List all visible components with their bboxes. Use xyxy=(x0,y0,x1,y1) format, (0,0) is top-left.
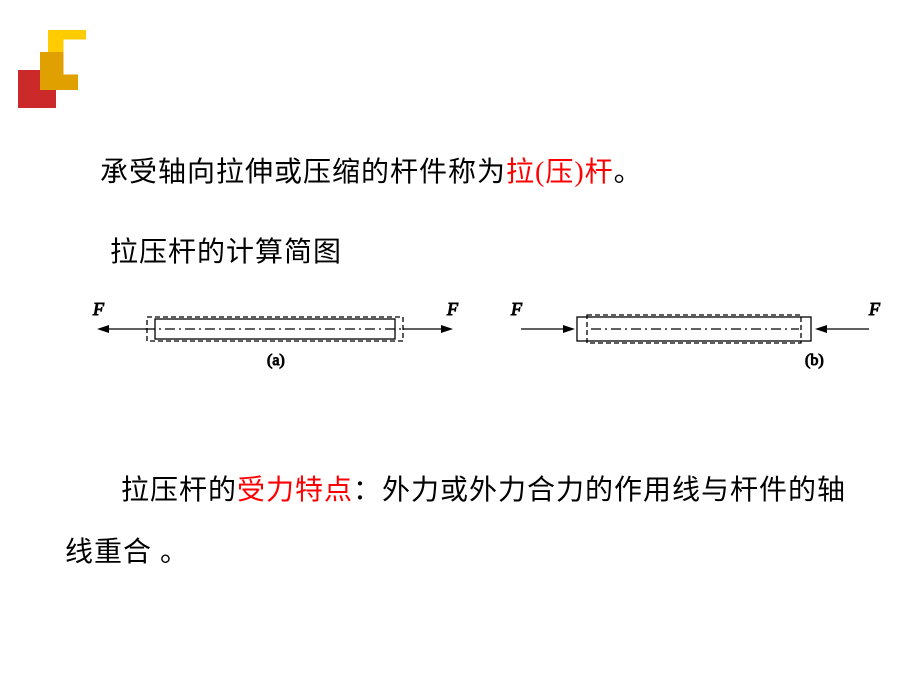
para2-red: 受力特点 xyxy=(237,475,353,506)
diagram-caption-b: (b) xyxy=(805,352,824,369)
force-label-right: F xyxy=(446,299,459,319)
text-term-red: 拉(压)杆 xyxy=(506,157,614,188)
paragraph-characteristics: 拉压杆的受力特点：外力或外力合力的作用线与杆件的轴线重合 。 xyxy=(65,460,865,583)
diagram-tension: F F (a) xyxy=(85,293,465,383)
force-label-left: F xyxy=(92,299,105,319)
subtitle-diagram: 拉压杆的计算简图 xyxy=(110,230,342,270)
force-label-right: F xyxy=(868,299,881,319)
sentence-definition: 承受轴向拉伸或压缩的杆件称为拉(压)杆。 xyxy=(100,150,860,190)
slide: 承受轴向拉伸或压缩的杆件称为拉(压)杆。 拉压杆的计算简图 F F xyxy=(0,0,920,690)
diagram-caption-a: (a) xyxy=(267,352,285,369)
text-pre: 承受轴向拉伸或压缩的杆件称为 xyxy=(100,157,506,188)
force-label-left: F xyxy=(510,299,523,319)
text-post: 。 xyxy=(614,157,643,188)
corner-decoration-icon xyxy=(18,30,128,120)
diagram-row: F F (a) F F (b) xyxy=(85,293,885,383)
para2-pre: 拉压杆的 xyxy=(121,475,237,506)
diagram-compression: F F (b) xyxy=(505,293,885,383)
